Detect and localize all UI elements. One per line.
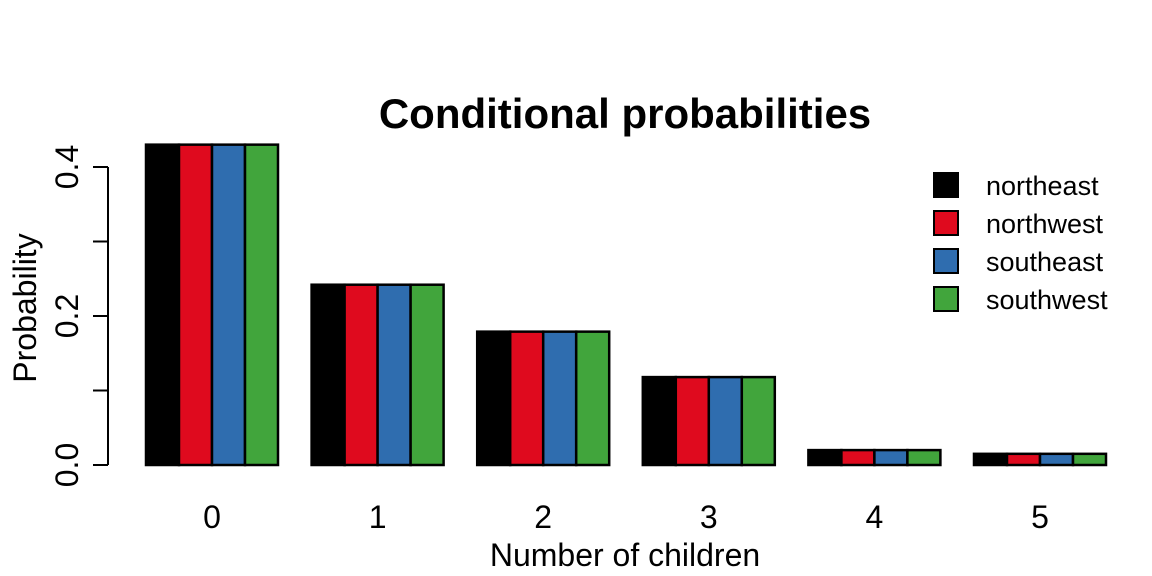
legend: northeast northwest southeast southwest bbox=[933, 171, 1108, 315]
y-tick-label: 0.4 bbox=[49, 145, 85, 189]
bar-southwest-3 bbox=[740, 375, 777, 467]
y-tick-label: 0.2 bbox=[49, 294, 85, 338]
x-tick-label: 3 bbox=[700, 499, 718, 535]
y-axis: 0.0 0.2 0.4 bbox=[49, 145, 109, 487]
chart-title: Conditional probabilities bbox=[379, 90, 871, 137]
bars bbox=[144, 143, 1108, 467]
bar-northwest-1 bbox=[343, 283, 379, 467]
bar-northwest-2 bbox=[508, 330, 545, 467]
bar-northwest-0 bbox=[177, 143, 214, 467]
legend-label-southwest: southwest bbox=[986, 285, 1108, 315]
bar-southwest-2 bbox=[574, 330, 611, 467]
y-tick-label: 0.0 bbox=[49, 443, 85, 487]
bar-southeast-5 bbox=[1038, 452, 1075, 467]
bar-northwest-3 bbox=[674, 375, 711, 467]
legend-label-northeast: northeast bbox=[986, 171, 1099, 201]
bar-southwest-4 bbox=[906, 448, 942, 467]
bar-southeast-4 bbox=[873, 448, 909, 467]
bar-northeast-3 bbox=[641, 375, 678, 467]
x-tick-label: 4 bbox=[866, 499, 884, 535]
legend-swatch-southwest bbox=[933, 286, 959, 312]
legend-label-northwest: northwest bbox=[986, 209, 1104, 239]
legend-swatch-northwest bbox=[933, 210, 959, 236]
y-axis-label: Probability bbox=[7, 233, 43, 382]
x-tick-label: 0 bbox=[203, 499, 221, 535]
bar-northeast-2 bbox=[475, 330, 512, 467]
bar-northeast-1 bbox=[310, 283, 346, 467]
x-axis-ticks: 0 1 2 3 4 5 bbox=[203, 499, 1049, 535]
bar-southwest-1 bbox=[409, 283, 445, 467]
legend-swatch-northeast bbox=[933, 172, 959, 198]
bar-northeast-5 bbox=[972, 452, 1009, 467]
bar-southeast-2 bbox=[541, 330, 578, 467]
bar-northwest-5 bbox=[1005, 452, 1042, 467]
bar-southeast-3 bbox=[707, 375, 744, 467]
bar-southwest-0 bbox=[243, 143, 280, 467]
x-axis-label: Number of children bbox=[490, 537, 760, 573]
bar-northeast-0 bbox=[144, 143, 181, 467]
x-tick-label: 5 bbox=[1031, 499, 1049, 535]
x-tick-label: 2 bbox=[534, 499, 552, 535]
bar-northeast-4 bbox=[807, 448, 843, 467]
bar-northwest-4 bbox=[840, 448, 876, 467]
x-tick-label: 1 bbox=[369, 499, 387, 535]
bar-southeast-0 bbox=[210, 143, 247, 467]
legend-swatch-southeast bbox=[933, 248, 959, 274]
legend-label-southeast: southeast bbox=[986, 247, 1104, 277]
bar-southwest-5 bbox=[1071, 452, 1108, 467]
bar-southeast-1 bbox=[376, 283, 412, 467]
